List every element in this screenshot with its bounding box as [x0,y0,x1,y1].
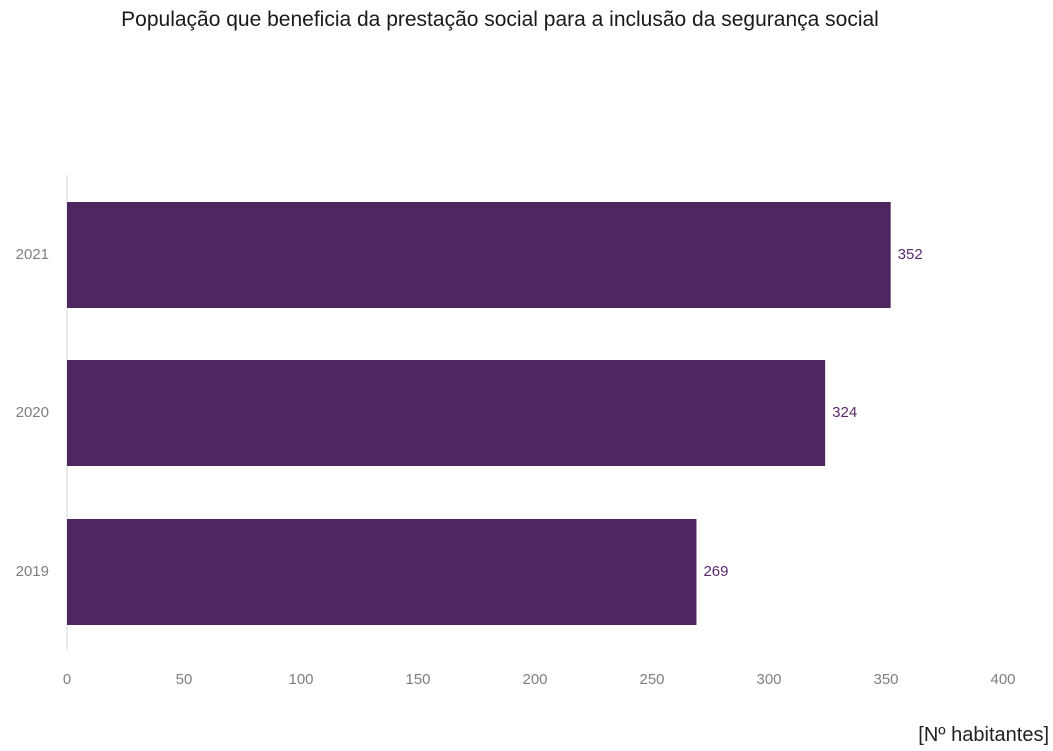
chart-title: População que beneficia da prestação soc… [121,8,879,31]
x-tick-label-300: 300 [756,671,781,688]
bars-layer [67,202,891,625]
category-label-2021: 2021 [16,246,49,263]
x-tick-label-150: 150 [405,671,430,688]
x-tick-label-200: 200 [522,671,547,688]
x-ticks-layer: 0 50 100 150 200 250 300 350 400 [63,671,1016,688]
bar-2019 [67,519,697,625]
x-tick-label-100: 100 [288,671,313,688]
data-label-2020: 324 [832,404,857,421]
x-tick-label-0: 0 [63,671,71,688]
x-tick-label-50: 50 [176,671,193,688]
value-labels-layer: 352 324 269 [703,246,922,580]
category-label-2020: 2020 [16,404,49,421]
x-tick-label-400: 400 [990,671,1015,688]
bar-2020 [67,360,826,466]
category-label-2019: 2019 [16,563,49,580]
data-label-2019: 269 [703,563,728,580]
category-labels-layer: 2021 2020 2019 [16,246,49,580]
bar-2021 [67,202,891,308]
data-label-2021: 352 [898,246,923,263]
x-tick-label-250: 250 [639,671,664,688]
x-axis-unit-label: [Nº habitantes] [918,724,1049,746]
x-tick-label-350: 350 [873,671,898,688]
